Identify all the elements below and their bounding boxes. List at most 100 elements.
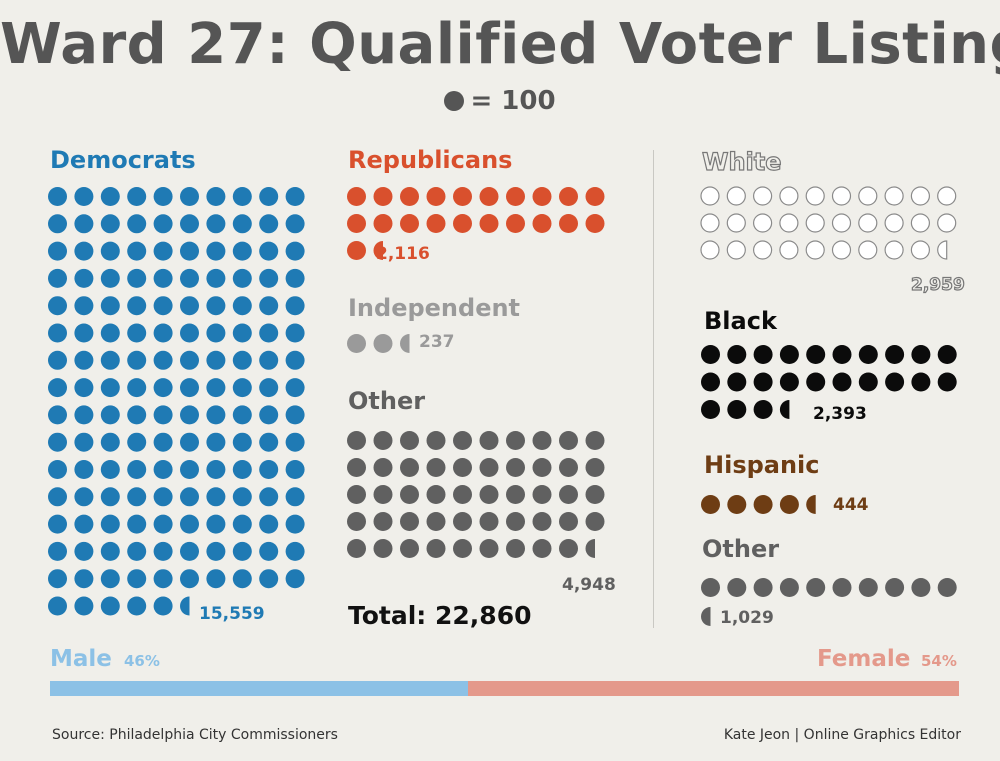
- democrats-dot: [153, 296, 173, 316]
- white-dot: [937, 240, 948, 260]
- democrats-dot: [127, 487, 147, 507]
- democrats-dot: [259, 460, 279, 479]
- black-dot: [779, 345, 799, 364]
- party-other-dot: [479, 539, 499, 558]
- race-other-dots: [701, 578, 957, 626]
- white-dot: [700, 240, 720, 260]
- hispanic-dot: [806, 495, 816, 514]
- race-other-dot: [885, 578, 905, 597]
- hispanic-dot: [753, 495, 773, 514]
- party-other-dot: [506, 431, 525, 450]
- democrats-dot: [100, 241, 120, 261]
- white-dot: [752, 213, 773, 233]
- female-label: Female: [817, 646, 911, 672]
- party-other-dot: [453, 512, 472, 531]
- democrats-dot: [48, 214, 67, 234]
- democrats-dot: [100, 378, 120, 398]
- party-other-dot: [585, 458, 605, 477]
- democrats-dot: [180, 187, 199, 206]
- democrats-dot: [285, 350, 305, 370]
- democrats-dot: [74, 296, 94, 316]
- white-dot: [858, 240, 878, 260]
- white-dot: [779, 240, 799, 260]
- republicans-dot: [532, 214, 552, 233]
- democrats-dot: [285, 241, 305, 261]
- party-other-dot: [559, 431, 578, 450]
- democrats-dot: [232, 241, 252, 261]
- democrats-dot: [48, 296, 67, 316]
- democrats-dot: [48, 323, 67, 343]
- republicans-dot: [347, 214, 366, 233]
- democrats-dot: [127, 378, 147, 398]
- democrats-dot: [259, 541, 279, 561]
- democrats-dot: [48, 596, 67, 616]
- party-other-dot: [400, 458, 419, 477]
- black-dot: [937, 372, 957, 392]
- democrats-dot: [153, 214, 173, 234]
- democrats-dot: [153, 187, 173, 206]
- democrats-dot: [127, 214, 147, 234]
- democrats-dot: [48, 541, 67, 561]
- black-dot: [779, 372, 799, 392]
- female-bar-segment: [468, 681, 959, 696]
- democrats-dot: [100, 187, 120, 206]
- democrats-dot: [48, 432, 67, 452]
- democrats-dot: [180, 514, 199, 534]
- legend-dot-icon: [444, 91, 465, 111]
- democrats-dot: [74, 241, 94, 261]
- republicans-dot: [506, 214, 525, 233]
- republicans-dot: [347, 187, 366, 206]
- race-other-dot: [727, 578, 747, 597]
- democrats-dot: [285, 569, 305, 589]
- race-other-dot: [779, 578, 799, 597]
- democrats-dot: [100, 268, 120, 288]
- republicans-dot: [479, 187, 499, 206]
- black-dot: [858, 372, 878, 392]
- democrats-dot: [180, 487, 199, 507]
- democrats-dot: [285, 378, 305, 398]
- race-other-label: Other: [702, 535, 780, 563]
- white-dot: [831, 213, 852, 233]
- white-dot: [831, 186, 852, 206]
- party-other-dot: [400, 512, 419, 531]
- independent-dot: [347, 334, 366, 353]
- republicans-dot: [479, 214, 499, 233]
- democrats-dot: [206, 296, 226, 316]
- republicans-dot: [532, 187, 552, 206]
- democrats-dot: [285, 514, 305, 534]
- democrats-dot: [153, 487, 173, 507]
- white-dot: [779, 213, 799, 233]
- party-other-dot: [532, 512, 552, 531]
- republicans-dots: [347, 187, 605, 260]
- republicans-dot: [426, 214, 446, 233]
- democrats-dot: [100, 596, 120, 616]
- democrats-dot: [74, 405, 94, 425]
- democrats-dot: [206, 405, 226, 425]
- white-dot: [752, 240, 773, 260]
- democrats-dots: [48, 187, 305, 616]
- black-dot: [701, 372, 720, 392]
- white-dot: [752, 186, 773, 206]
- democrats-dot: [259, 350, 279, 370]
- column-divider: [653, 150, 654, 628]
- democrats-dot: [206, 514, 226, 534]
- democrats-dot: [180, 241, 199, 261]
- democrats-dot: [232, 187, 252, 206]
- black-label: Black: [704, 307, 777, 335]
- republicans-dot: [400, 214, 419, 233]
- republicans-dot: [559, 187, 578, 206]
- white-dot: [726, 240, 746, 260]
- democrats-dot: [285, 268, 305, 288]
- white-dot: [884, 186, 904, 206]
- hispanic-label: Hispanic: [704, 451, 820, 479]
- democrats-dot: [100, 405, 120, 425]
- black-dot: [701, 345, 720, 364]
- party-other-dot: [453, 539, 472, 558]
- party-other-dot: [373, 458, 393, 477]
- democrats-dot: [153, 596, 173, 616]
- black-dot: [911, 372, 931, 392]
- party-other-dot: [585, 431, 605, 450]
- race-other-dot: [858, 578, 878, 597]
- white-dots: [700, 186, 957, 260]
- party-other-dot: [559, 485, 578, 504]
